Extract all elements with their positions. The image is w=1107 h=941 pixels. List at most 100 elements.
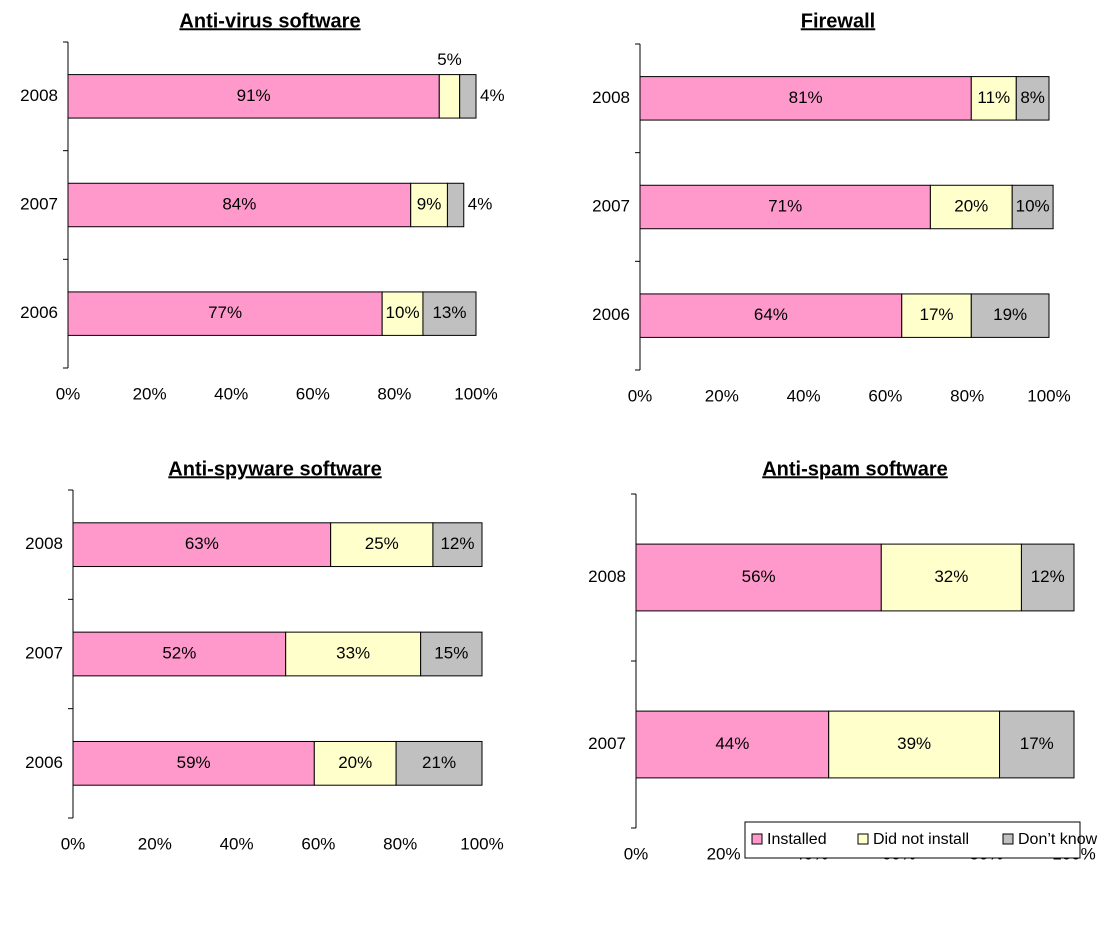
- bar-segment: [828, 710, 1001, 779]
- bar-segment: [1020, 543, 1075, 612]
- bar-segment: [285, 631, 422, 677]
- y-tick-label: 2007: [25, 643, 63, 662]
- data-label: 59%: [177, 753, 211, 772]
- data-label: 44%: [715, 734, 749, 753]
- bar-segment: [330, 522, 434, 568]
- bar-segment: [1011, 184, 1054, 230]
- x-tick-label: 60%: [296, 384, 330, 403]
- bar-segment: [72, 631, 287, 677]
- x-tick-label: 100%: [460, 834, 503, 853]
- data-label: 63%: [185, 534, 219, 553]
- bar-segment: [970, 293, 1050, 338]
- x-tick-label: 0%: [56, 384, 81, 403]
- x-tick-label: 20%: [707, 844, 741, 863]
- legend-label: Installed: [767, 831, 827, 848]
- x-tick-label: 40%: [214, 384, 248, 403]
- legend-swatch: [1002, 833, 1014, 845]
- data-label: 21%: [422, 753, 456, 772]
- legend-swatch: [857, 833, 869, 845]
- data-label: 15%: [434, 643, 468, 662]
- x-tick-label: 20%: [705, 386, 739, 405]
- y-tick-label: 2007: [20, 194, 58, 213]
- x-tick-label: 60%: [301, 834, 335, 853]
- x-tick-label: 20%: [138, 834, 172, 853]
- data-label: 77%: [208, 303, 242, 322]
- y-tick-label: 2008: [592, 88, 630, 107]
- x-tick-label: 80%: [383, 834, 417, 853]
- chart-title: Anti-virus software: [179, 10, 360, 32]
- data-label: 39%: [897, 734, 931, 753]
- data-label: 33%: [336, 643, 370, 662]
- x-tick-label: 40%: [220, 834, 254, 853]
- data-label: 81%: [789, 88, 823, 107]
- legend: Installed Did not install Don’t know: [744, 821, 1098, 859]
- bar-segment: [999, 710, 1075, 779]
- bar-segment: [970, 76, 1017, 121]
- data-label: 9%: [417, 194, 442, 213]
- bar-segment: [422, 291, 477, 336]
- data-label: 64%: [754, 305, 788, 324]
- subchart: Anti-spyware software 0% 20% 40% 60% 80% 100% 2…: [25, 458, 504, 853]
- x-tick-label: 0%: [61, 834, 86, 853]
- y-tick-label: 2007: [588, 734, 626, 753]
- data-label: 12%: [440, 534, 474, 553]
- bar-segment: [446, 182, 465, 228]
- bar-segment: [420, 631, 483, 677]
- data-label: 91%: [237, 86, 271, 105]
- bar-segment: [1015, 76, 1050, 121]
- data-label: 56%: [742, 567, 776, 586]
- x-tick-label: 80%: [950, 386, 984, 405]
- x-tick-label: 20%: [133, 384, 167, 403]
- legend-frame: [744, 821, 1081, 859]
- bar-segment: [901, 293, 972, 338]
- subchart: Anti-virus software 0% 20% 40% 60% 80% 100% 200…: [20, 10, 504, 403]
- bar-segment: [395, 740, 483, 786]
- x-tick-label: 0%: [624, 844, 649, 863]
- bar-segment: [635, 543, 882, 612]
- x-tick-label: 60%: [868, 386, 902, 405]
- data-label: 4%: [480, 86, 505, 105]
- data-label: 71%: [768, 196, 802, 215]
- bar-segment: [639, 293, 903, 338]
- bar-segment: [639, 76, 972, 121]
- bar-segment: [67, 74, 440, 119]
- bar-segment: [639, 184, 931, 230]
- data-label: 13%: [432, 303, 466, 322]
- subchart: Anti-spam software0%20%40%60%80%100%2008…: [588, 458, 1096, 863]
- bar-segment: [410, 182, 448, 228]
- data-label: 52%: [162, 643, 196, 662]
- bar-segment: [459, 74, 477, 119]
- legend-swatch: [751, 833, 763, 845]
- y-tick-label: 2006: [25, 753, 63, 772]
- x-tick-label: 100%: [454, 384, 497, 403]
- y-tick-label: 2008: [588, 567, 626, 586]
- y-tick-label: 2008: [20, 86, 58, 105]
- x-tick-label: 0%: [628, 386, 653, 405]
- data-label: 12%: [1031, 567, 1065, 586]
- data-label: 8%: [1020, 88, 1045, 107]
- bar-segment: [432, 522, 483, 568]
- data-label: 10%: [386, 303, 420, 322]
- chart-title: Anti-spam software: [762, 458, 948, 480]
- x-tick-label: 80%: [377, 384, 411, 403]
- bar-segment: [929, 184, 1013, 230]
- chart-title: Anti-spyware software: [168, 458, 381, 480]
- x-tick-label: 100%: [1027, 386, 1070, 405]
- bar-segment: [880, 543, 1022, 612]
- data-label: 5%: [437, 50, 462, 69]
- bar-segment: [313, 740, 397, 786]
- data-label: 19%: [993, 305, 1027, 324]
- bar-segment: [438, 74, 461, 119]
- y-tick-label: 2008: [25, 534, 63, 553]
- y-tick-label: 2006: [592, 305, 630, 324]
- data-label: 10%: [1016, 196, 1050, 215]
- data-label: 20%: [338, 753, 372, 772]
- data-label: 25%: [365, 534, 399, 553]
- data-label: 17%: [1020, 734, 1054, 753]
- data-label: 20%: [954, 196, 988, 215]
- data-label: 4%: [468, 194, 493, 213]
- y-tick-label: 2006: [20, 303, 58, 322]
- x-tick-label: 40%: [787, 386, 821, 405]
- bar-segment: [381, 291, 424, 336]
